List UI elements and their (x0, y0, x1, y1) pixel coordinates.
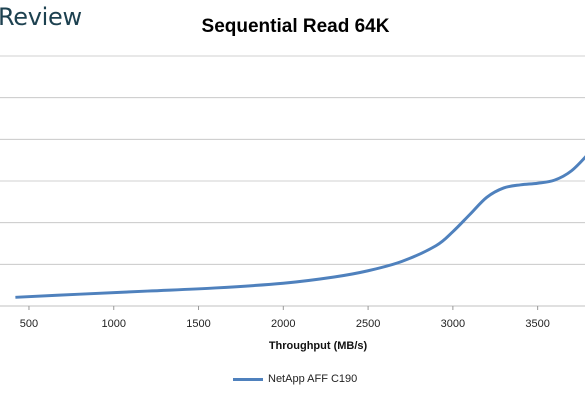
x-axis: 500 1000 1500 2000 2500 3000 3500 (20, 306, 550, 330)
chart-title: Sequential Read 64K (201, 16, 390, 37)
x-tick-label: 1000 (101, 318, 125, 330)
gridlines (0, 55, 585, 307)
series-layer (15, 155, 585, 299)
x-axis-label: Throughput (MB/s) (269, 340, 368, 352)
x-tick-label: 3500 (525, 318, 549, 330)
x-tick-label: 3000 (441, 318, 465, 330)
x-tick-label: 500 (20, 318, 38, 330)
legend-swatch (233, 377, 263, 381)
x-tick-label: 1500 (186, 318, 210, 330)
series-line (15, 155, 585, 299)
x-tick-label: 2500 (356, 318, 380, 330)
x-tick-label: 2000 (271, 318, 295, 330)
legend: NetApp AFF C190 (233, 373, 357, 385)
legend-label: NetApp AFF C190 (268, 373, 358, 385)
brand-logo-text: Review (0, 3, 82, 31)
